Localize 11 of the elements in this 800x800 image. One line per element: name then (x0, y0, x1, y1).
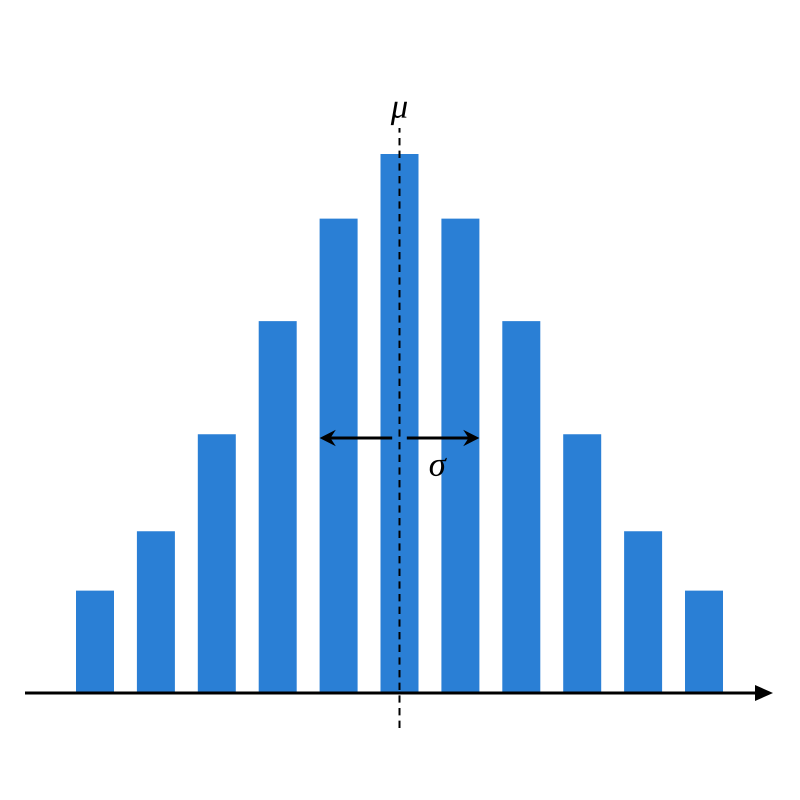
bar (380, 154, 419, 693)
text: μ (390, 102, 408, 126)
bar (320, 218, 358, 693)
bar (136, 531, 175, 693)
bar (685, 590, 724, 693)
bar (502, 321, 540, 693)
bar (198, 434, 236, 693)
bar (76, 590, 114, 693)
bar (563, 434, 602, 693)
bar (624, 531, 662, 693)
bar (258, 321, 297, 693)
